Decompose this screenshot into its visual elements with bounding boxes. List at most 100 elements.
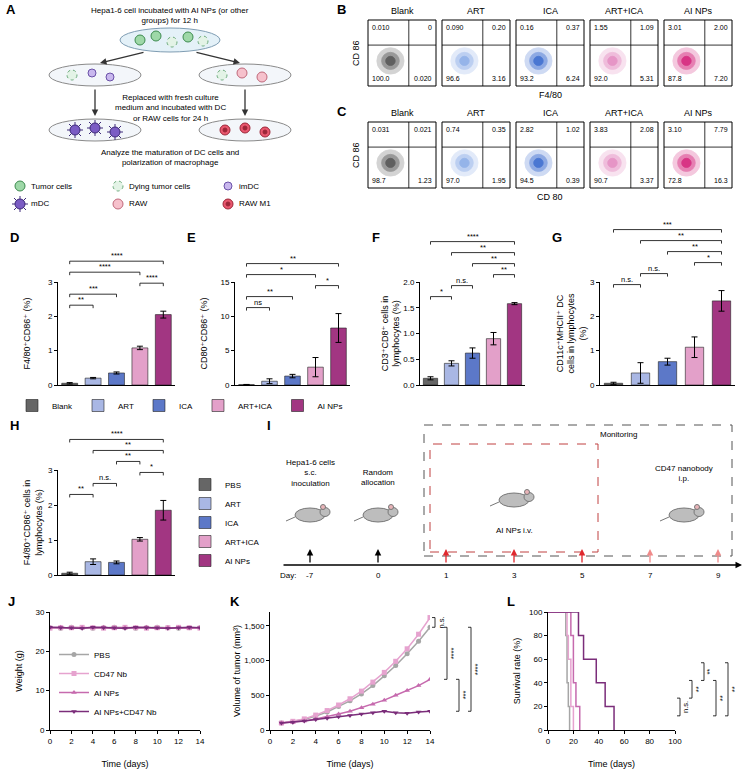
svg-text:Survival rate (%): Survival rate (%)	[512, 638, 522, 705]
svg-text:****: ****	[467, 232, 479, 241]
svg-text:L: L	[507, 594, 515, 609]
svg-text:20: 20	[569, 737, 578, 746]
svg-text:80: 80	[645, 737, 654, 746]
svg-text:Hepa1-6 cellss.c.inoculation: Hepa1-6 cellss.c.inoculation	[286, 458, 335, 488]
svg-text:**: **	[480, 243, 486, 252]
svg-text:Tumor cells: Tumor cells	[31, 182, 72, 191]
svg-text:I: I	[267, 418, 271, 433]
svg-text:ART+ICA: ART+ICA	[225, 538, 260, 547]
svg-text:96.6: 96.6	[446, 75, 460, 82]
svg-text:Randomallocation: Randomallocation	[361, 468, 395, 487]
svg-text:0.39: 0.39	[566, 177, 580, 184]
svg-text:***: ***	[89, 284, 98, 293]
svg-text:Day:: Day:	[280, 571, 296, 580]
svg-text:0.35: 0.35	[492, 126, 506, 133]
svg-text:10: 10	[35, 686, 44, 695]
svg-text:10: 10	[380, 737, 389, 746]
svg-text:***: ***	[461, 690, 470, 699]
svg-text:**: **	[491, 254, 497, 263]
svg-text:Blank: Blank	[52, 402, 73, 411]
svg-text:*: *	[150, 462, 153, 471]
svg-text:CD11c⁺MHCII⁺ DCcells in lympho: CD11c⁺MHCII⁺ DCcells in lymphocytes(%)	[555, 293, 588, 374]
svg-text:Time (days): Time (days)	[588, 759, 635, 769]
svg-text:3.16: 3.16	[492, 75, 506, 82]
svg-text:F4/80⁺CD86⁺ (%): F4/80⁺CD86⁺ (%)	[22, 297, 32, 369]
svg-text:****: ****	[99, 262, 111, 271]
svg-text:n.s.: n.s.	[437, 616, 446, 628]
svg-text:G: G	[552, 230, 562, 245]
svg-text:14: 14	[426, 737, 435, 746]
svg-text:**: **	[267, 287, 273, 296]
svg-text:10: 10	[220, 312, 229, 321]
svg-text:0.5: 0.5	[403, 355, 415, 364]
svg-text:0: 0	[590, 381, 595, 390]
svg-text:*: *	[280, 265, 283, 274]
svg-text:0: 0	[376, 571, 381, 580]
svg-text:n.s.: n.s.	[621, 275, 633, 284]
svg-text:60: 60	[533, 655, 542, 664]
svg-text:7.20: 7.20	[714, 75, 728, 82]
svg-text:60: 60	[620, 737, 629, 746]
svg-text:Blank: Blank	[391, 108, 414, 118]
svg-text:n.s.: n.s.	[456, 276, 468, 285]
svg-text:ICA: ICA	[543, 108, 558, 118]
svg-text:15: 15	[220, 278, 229, 287]
svg-text:1,000: 1,000	[244, 656, 265, 665]
svg-text:mDC: mDC	[31, 199, 49, 208]
svg-text:Analyze the maturation of DC c: Analyze the maturation of DC cells andpo…	[101, 148, 239, 167]
svg-text:0.74: 0.74	[446, 126, 460, 133]
svg-text:****: ****	[111, 251, 123, 260]
svg-text:**: **	[290, 254, 296, 263]
svg-text:ns: ns	[254, 298, 262, 307]
svg-text:0: 0	[428, 24, 432, 31]
svg-text:F4/80: F4/80	[539, 90, 562, 100]
svg-text:1.55: 1.55	[594, 24, 608, 31]
svg-text:CD 86: CD 86	[351, 142, 361, 168]
svg-text:1: 1	[444, 571, 449, 580]
svg-text:**: **	[694, 686, 703, 692]
svg-text:Time (days): Time (days)	[101, 759, 148, 769]
svg-text:8: 8	[133, 737, 138, 746]
svg-text:****: ****	[473, 664, 482, 676]
svg-text:2: 2	[291, 737, 296, 746]
svg-text:6.24: 6.24	[566, 75, 580, 82]
svg-text:0.021: 0.021	[414, 126, 432, 133]
svg-text:3: 3	[590, 278, 595, 287]
svg-text:F: F	[372, 230, 380, 245]
svg-text:CD80⁺CD86⁺ (%): CD80⁺CD86⁺ (%)	[199, 297, 209, 369]
svg-text:**: **	[78, 484, 84, 493]
svg-text:1: 1	[48, 346, 53, 355]
svg-text:5: 5	[580, 571, 585, 580]
svg-text:87.8: 87.8	[668, 75, 682, 82]
svg-text:**: **	[692, 242, 698, 251]
svg-text:9: 9	[716, 571, 721, 580]
svg-text:n.s.: n.s.	[648, 264, 660, 273]
svg-text:**: **	[730, 686, 739, 692]
svg-text:Dying tumor cells: Dying tumor cells	[129, 182, 190, 191]
svg-text:**: **	[125, 440, 131, 449]
svg-text:*: *	[326, 276, 329, 285]
svg-text:E: E	[187, 230, 196, 245]
svg-text:ART: ART	[118, 402, 134, 411]
svg-text:0: 0	[546, 737, 551, 746]
svg-text:8: 8	[359, 737, 364, 746]
svg-text:98.7: 98.7	[372, 177, 386, 184]
svg-text:6: 6	[336, 737, 341, 746]
svg-text:3.01: 3.01	[668, 24, 682, 31]
svg-text:3.10: 3.10	[668, 126, 682, 133]
svg-text:ART: ART	[467, 108, 485, 118]
svg-text:1.23: 1.23	[418, 177, 432, 184]
svg-text:Time (days): Time (days)	[326, 759, 373, 769]
svg-text:ART: ART	[467, 6, 485, 16]
svg-text:AI NPs+CD47 Nb: AI NPs+CD47 Nb	[94, 708, 157, 717]
svg-text:CD47 Nb: CD47 Nb	[94, 670, 127, 679]
svg-text:D: D	[10, 230, 19, 245]
svg-text:-7: -7	[306, 571, 314, 580]
svg-text:ICA: ICA	[225, 519, 239, 528]
svg-text:100: 100	[529, 608, 543, 617]
svg-text:imDC: imDC	[239, 182, 259, 191]
svg-text:AI NPs: AI NPs	[684, 6, 713, 16]
svg-text:12: 12	[403, 737, 412, 746]
svg-text:AI NPs: AI NPs	[684, 108, 713, 118]
svg-text:2.08: 2.08	[640, 126, 654, 133]
